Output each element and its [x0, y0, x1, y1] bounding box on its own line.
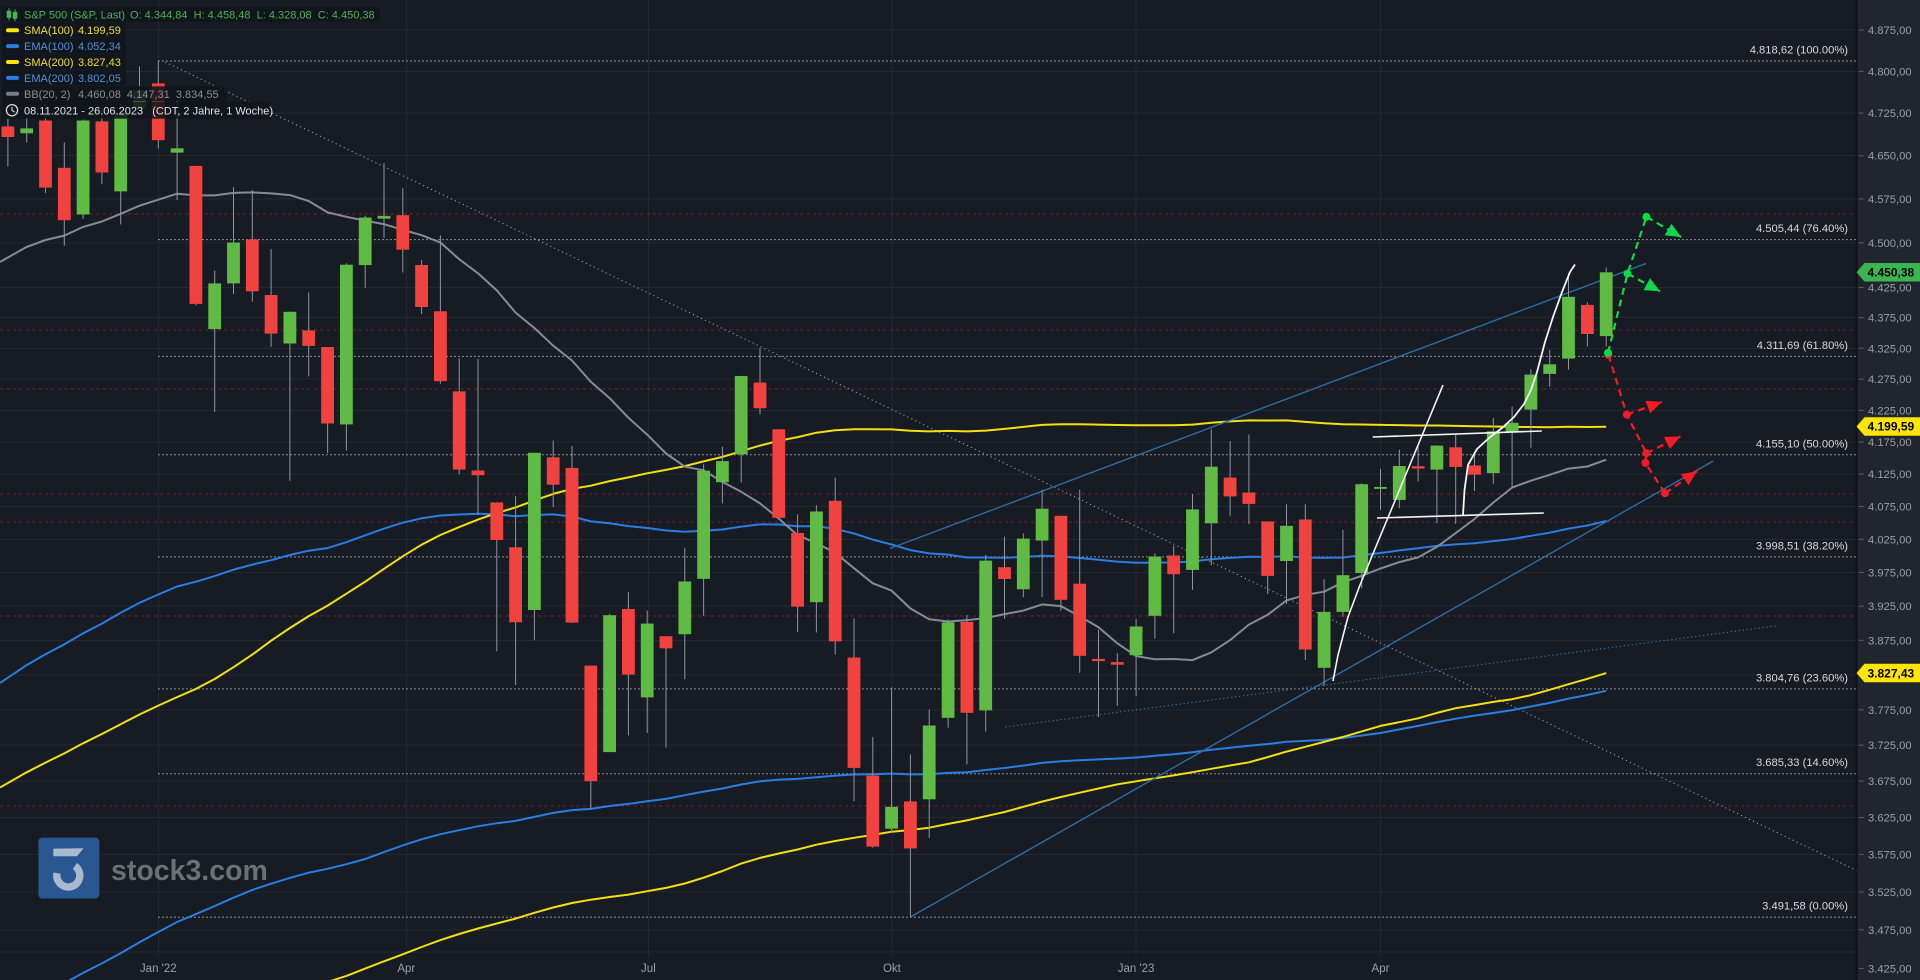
- svg-text:4.052,34: 4.052,34: [78, 41, 121, 53]
- svg-text:SMA(200): SMA(200): [24, 57, 74, 69]
- svg-text:SMA(100): SMA(100): [24, 25, 74, 37]
- svg-text:BB(20, 2): BB(20, 2): [24, 89, 70, 101]
- svg-text:4.175,00: 4.175,00: [1868, 437, 1912, 449]
- svg-text:4.818,62 (100.00%): 4.818,62 (100.00%): [1750, 45, 1849, 57]
- svg-text:4.425,00: 4.425,00: [1868, 283, 1912, 295]
- svg-text:3.775,00: 3.775,00: [1868, 705, 1912, 717]
- svg-text:4.125,00: 4.125,00: [1868, 469, 1912, 481]
- svg-text:4.311,69 (61.80%): 4.311,69 (61.80%): [1757, 340, 1848, 352]
- svg-text:3.802,05: 3.802,05: [78, 73, 121, 85]
- svg-text:4.575,00: 4.575,00: [1868, 194, 1912, 206]
- svg-text:4.199,59: 4.199,59: [78, 25, 121, 37]
- svg-text:4.650,00: 4.650,00: [1868, 151, 1912, 163]
- svg-text:3.425,00: 3.425,00: [1868, 963, 1912, 975]
- svg-text:3.925,00: 3.925,00: [1868, 601, 1912, 613]
- svg-text:3.525,00: 3.525,00: [1868, 887, 1912, 899]
- svg-text:4.155,10 (50.00%): 4.155,10 (50.00%): [1756, 438, 1848, 450]
- svg-text:3.625,00: 3.625,00: [1868, 813, 1912, 825]
- svg-text:08.11.2021 - 26.06.2023 (CDT: 08.11.2021 - 26.06.2023 (CDT, 2 Jahre, 1…: [24, 105, 273, 117]
- svg-text:3.875,00: 3.875,00: [1868, 635, 1912, 647]
- svg-text:3.827,43: 3.827,43: [1868, 666, 1915, 680]
- svg-text:stock3.com: stock3.com: [111, 855, 268, 887]
- svg-text:4.875,00: 4.875,00: [1868, 25, 1912, 37]
- svg-text:4.500,00: 4.500,00: [1868, 238, 1912, 250]
- svg-text:4.025,00: 4.025,00: [1868, 534, 1912, 546]
- svg-text:Apr: Apr: [1372, 963, 1390, 975]
- svg-text:3.575,00: 3.575,00: [1868, 849, 1912, 861]
- svg-text:S&P 500 (S&P, Last): S&P 500 (S&P, Last): [24, 9, 125, 21]
- svg-text:3.998,51 (38.20%): 3.998,51 (38.20%): [1756, 540, 1848, 552]
- svg-text:3.827,43: 3.827,43: [78, 57, 121, 69]
- svg-text:4.450,38: 4.450,38: [1868, 266, 1915, 280]
- svg-text:4.075,00: 4.075,00: [1868, 502, 1912, 514]
- svg-text:3.675,00: 3.675,00: [1868, 776, 1912, 788]
- svg-text:4.460,08 4.147,31 3.834,55: 4.460,08 4.147,31 3.834,55: [78, 89, 219, 101]
- svg-text:4.375,00: 4.375,00: [1868, 313, 1912, 325]
- svg-text:EMA(100): EMA(100): [24, 41, 74, 53]
- svg-text:Jul: Jul: [641, 963, 656, 975]
- svg-text:3.685,33 (14.60%): 3.685,33 (14.60%): [1756, 757, 1848, 769]
- svg-text:O: 4.344,84 H: 4.458,48 L: 4: O: 4.344,84 H: 4.458,48 L: 4.328,08 C: 4…: [130, 9, 375, 21]
- svg-text:3.725,00: 3.725,00: [1868, 740, 1912, 752]
- svg-text:4.199,59: 4.199,59: [1868, 420, 1915, 434]
- svg-text:Apr: Apr: [397, 963, 415, 975]
- svg-text:3.491,58 (0.00%): 3.491,58 (0.00%): [1762, 901, 1848, 913]
- svg-text:3.804,76 (23.60%): 3.804,76 (23.60%): [1756, 672, 1848, 684]
- svg-text:4.505,44 (76.40%): 4.505,44 (76.40%): [1756, 223, 1848, 235]
- svg-text:3.475,00: 3.475,00: [1868, 925, 1912, 937]
- svg-text:Jan '22: Jan '22: [140, 963, 177, 975]
- svg-text:4.325,00: 4.325,00: [1868, 343, 1912, 355]
- svg-text:4.225,00: 4.225,00: [1868, 405, 1912, 417]
- svg-text:4.800,00: 4.800,00: [1868, 66, 1912, 78]
- svg-text:Jan '23: Jan '23: [1118, 963, 1155, 975]
- svg-text:4.725,00: 4.725,00: [1868, 108, 1912, 120]
- svg-text:3.975,00: 3.975,00: [1868, 568, 1912, 580]
- svg-text:EMA(200): EMA(200): [24, 73, 74, 85]
- svg-text:4.275,00: 4.275,00: [1868, 374, 1912, 386]
- svg-text:Okt: Okt: [883, 963, 902, 975]
